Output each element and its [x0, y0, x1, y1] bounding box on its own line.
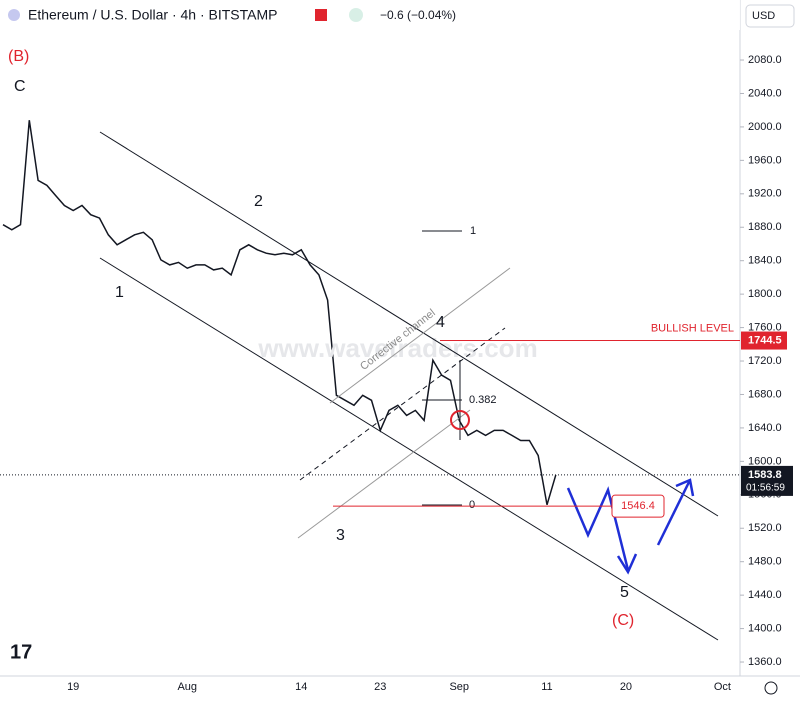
wave-label: C	[14, 78, 26, 95]
y-tick-label: 1800.0	[748, 288, 782, 300]
currency-button[interactable]	[745, 4, 795, 28]
last-price-label: 1583.8	[748, 469, 782, 481]
wave-label: 1	[115, 284, 124, 301]
y-tick-label: 1760.0	[748, 321, 782, 333]
status-dot	[349, 8, 363, 22]
y-tick-label: 2000.0	[748, 121, 782, 133]
settings-button[interactable]	[764, 681, 778, 695]
x-tick-label: Oct	[714, 681, 731, 693]
channel-lower	[99, 257, 719, 641]
y-tick-label: 1880.0	[748, 221, 782, 233]
x-tick-label: Sep	[449, 681, 469, 693]
target-box	[611, 494, 665, 518]
projection-arrow	[566, 486, 630, 571]
channel-upper	[99, 131, 719, 517]
wave-label: 5	[620, 584, 629, 601]
x-tick-label: 14	[295, 681, 307, 693]
y-tick-label: 1680.0	[748, 388, 782, 400]
wave-label: 2	[254, 193, 263, 210]
bullish-level-label: BULLISH LEVEL	[651, 322, 734, 334]
y-tick-label: 1480.0	[748, 556, 782, 568]
target-label: 1546.4	[621, 500, 655, 512]
highlight-circle	[450, 410, 470, 430]
y-tick-label: 1600.0	[748, 455, 782, 467]
x-tick-label: 19	[67, 681, 79, 693]
wave-label: 4	[436, 314, 445, 331]
fib-label: 0.382	[469, 394, 497, 406]
countdown-label: 01:56:59	[746, 483, 785, 494]
corrective-upper	[329, 267, 511, 404]
arrow-head	[675, 478, 695, 497]
header-bg	[0, 0, 740, 30]
bullish-price-box	[741, 331, 787, 350]
wave-label: (B)	[8, 48, 29, 65]
y-tick-label: 1360.0	[748, 656, 782, 668]
x-tick-label: 23	[374, 681, 386, 693]
last-price-box	[741, 465, 793, 496]
currency-label: USD	[752, 10, 775, 22]
y-tick-label: 2080.0	[748, 54, 782, 66]
y-tick-label: 2040.0	[748, 87, 782, 99]
price-line	[2, 120, 557, 506]
x-tick-label: 11	[541, 681, 552, 693]
symbol-title: Ethereum / U.S. Dollar · 4h · BITSTAMP	[28, 7, 277, 23]
arrow-head	[616, 553, 638, 575]
bullish-price-label: 1744.5	[748, 334, 782, 346]
y-tick-label: 1520.0	[748, 522, 782, 534]
flag[interactable]	[315, 9, 327, 21]
y-tick-label: 1400.0	[748, 622, 782, 634]
price-change: −0.6 (−0.04%)	[380, 8, 456, 22]
corrective-mid	[299, 327, 506, 481]
y-tick-label: 1440.0	[748, 589, 782, 601]
wave-label: 3	[336, 527, 345, 544]
tv-logo: 17	[10, 641, 32, 663]
fib-label: 1	[470, 225, 476, 237]
symbol-icon	[8, 9, 20, 21]
x-tick-label: 20	[620, 681, 632, 693]
y-tick-label: 1720.0	[748, 355, 782, 367]
y-tick-label: 1960.0	[748, 154, 782, 166]
fib-label: 0	[469, 499, 475, 511]
projection-arrow	[656, 479, 692, 546]
x-tick-label: Aug	[177, 681, 197, 693]
y-tick-label: 1840.0	[748, 255, 782, 267]
wave-label: (C)	[612, 612, 634, 629]
corrective-lower	[297, 409, 471, 539]
y-tick-label: 1640.0	[748, 422, 782, 434]
y-tick-label: 1920.0	[748, 188, 782, 200]
